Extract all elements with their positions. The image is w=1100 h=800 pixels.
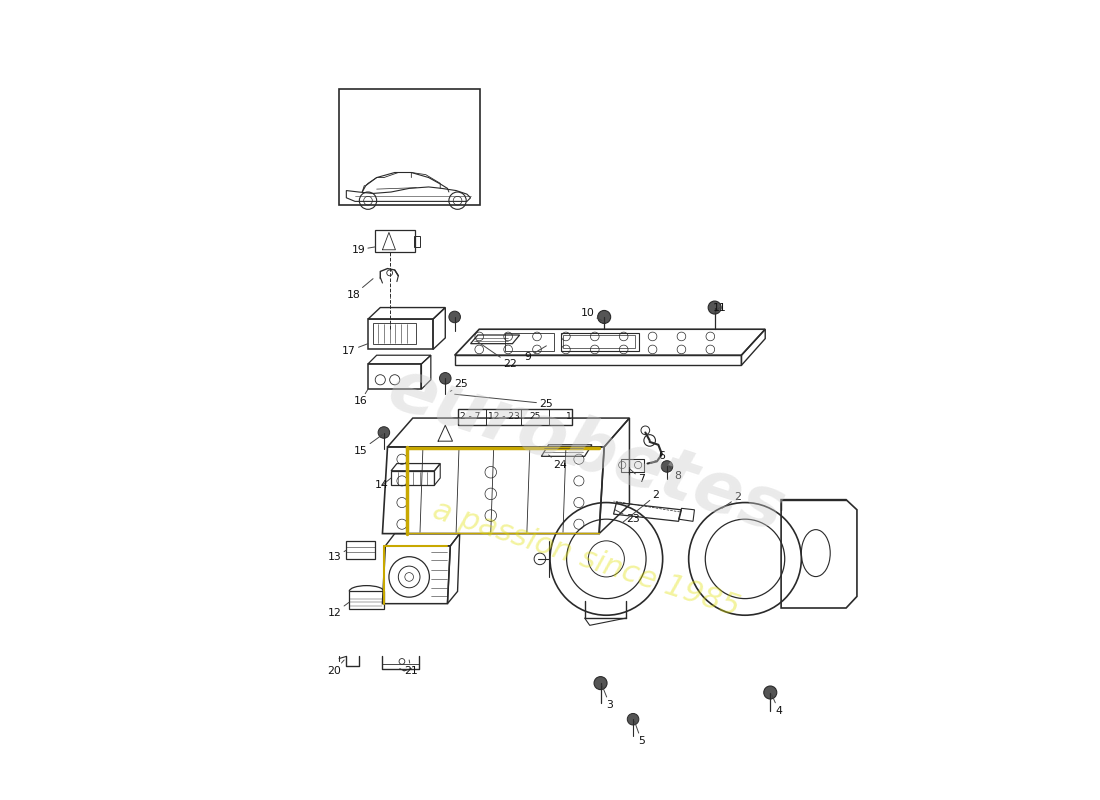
Text: 20: 20 xyxy=(328,660,344,676)
Text: 2: 2 xyxy=(722,493,741,508)
Circle shape xyxy=(597,310,611,323)
Text: 10: 10 xyxy=(581,308,602,321)
Circle shape xyxy=(708,301,722,314)
Text: 18: 18 xyxy=(346,278,373,300)
Text: 15: 15 xyxy=(353,434,383,455)
Text: 5: 5 xyxy=(635,722,645,746)
Circle shape xyxy=(627,714,639,725)
Bar xyxy=(375,230,415,252)
Bar xyxy=(561,333,639,351)
Circle shape xyxy=(449,311,461,322)
Circle shape xyxy=(763,686,777,699)
Text: 19: 19 xyxy=(351,245,375,254)
Circle shape xyxy=(378,426,389,438)
Text: 12: 12 xyxy=(328,602,349,618)
Text: 9: 9 xyxy=(525,346,547,362)
Text: 12 - 23: 12 - 23 xyxy=(488,412,519,421)
Text: 1: 1 xyxy=(565,412,572,421)
Text: 2 - 7: 2 - 7 xyxy=(461,412,481,421)
Circle shape xyxy=(440,373,451,384)
Text: 11: 11 xyxy=(713,302,726,314)
Bar xyxy=(620,459,644,472)
Text: 22: 22 xyxy=(476,341,517,369)
Bar xyxy=(415,236,420,247)
Bar xyxy=(505,333,554,351)
Text: 16: 16 xyxy=(353,389,369,406)
Text: 2: 2 xyxy=(623,490,659,522)
Text: 23: 23 xyxy=(615,510,639,524)
Circle shape xyxy=(661,461,673,472)
Text: 8: 8 xyxy=(669,466,681,481)
Text: 4: 4 xyxy=(772,694,782,715)
Bar xyxy=(563,335,635,348)
Text: 17: 17 xyxy=(342,344,369,356)
Bar xyxy=(458,409,572,425)
Text: 25: 25 xyxy=(450,379,469,391)
Text: 14: 14 xyxy=(375,478,392,490)
Text: 7: 7 xyxy=(629,469,645,485)
Text: 3: 3 xyxy=(602,686,613,710)
Text: 6: 6 xyxy=(651,451,666,463)
Bar xyxy=(373,323,417,344)
Circle shape xyxy=(594,677,607,690)
Bar xyxy=(349,591,384,610)
Text: eurobetes: eurobetes xyxy=(379,354,793,547)
Text: 25: 25 xyxy=(454,394,553,409)
Text: a passion since 1985: a passion since 1985 xyxy=(429,495,744,622)
Text: 24: 24 xyxy=(549,455,568,470)
Text: 25: 25 xyxy=(529,412,540,421)
Text: 21: 21 xyxy=(404,660,418,676)
Bar xyxy=(339,90,480,205)
Text: 13: 13 xyxy=(328,550,346,562)
